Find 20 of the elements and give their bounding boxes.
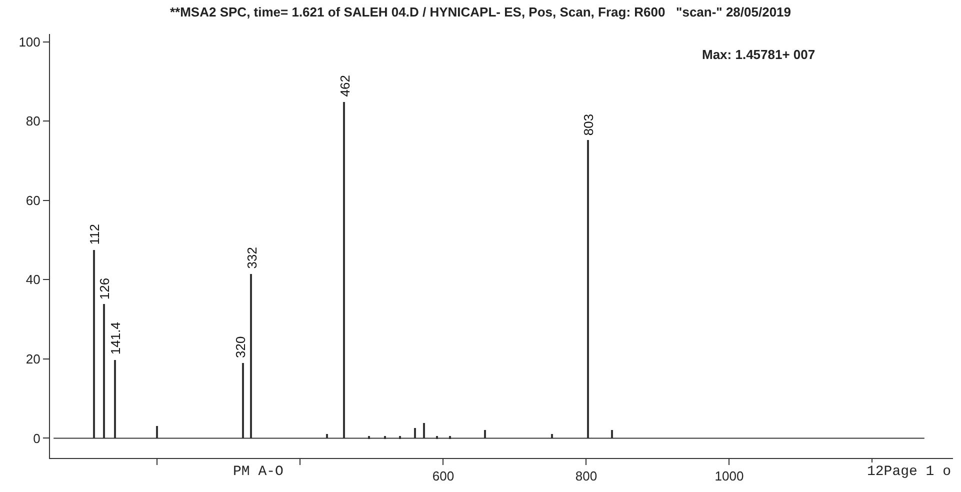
annotation: 112 [86, 224, 102, 245]
annotation: Max: 1.45781+ 007 [702, 47, 816, 62]
y-tick-label: 80 [26, 114, 40, 129]
x-tick-label: 1000 [714, 468, 744, 484]
chart-title: **MSA2 SPC, time= 1.621 of SALEH 04.D / HYNICAPL- ES, Pos, Scan, Frag: R600 "scan-" 28/05/2019 [170, 4, 792, 20]
annotation: 803 [581, 114, 596, 136]
text: PM A-O [233, 464, 284, 480]
x-tick-label: 800 [575, 468, 598, 484]
y-tick-label: 0 [33, 430, 40, 446]
y-tick-label: 20 [26, 351, 40, 366]
y-tick-label: 40 [26, 272, 40, 288]
annotation: 332 [244, 247, 260, 269]
annotation: 462 [337, 75, 352, 97]
annotation: 141.4 [108, 322, 124, 355]
annotation: 320 [233, 336, 248, 358]
text: 12Page 1 o [867, 464, 952, 480]
x-tick-label: 600 [432, 468, 454, 484]
y-tick-label: 60 [26, 192, 40, 208]
y-tick-label: 100 [18, 34, 40, 50]
annotation: 126 [97, 278, 112, 300]
